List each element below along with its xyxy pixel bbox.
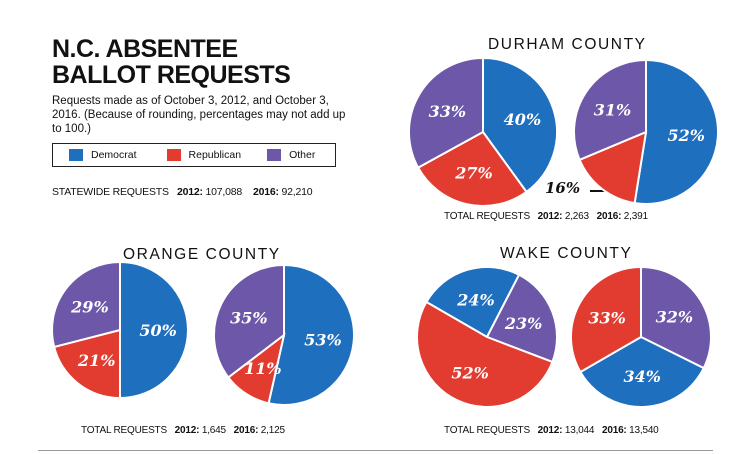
wake-2016-label: 2016: bbox=[601, 425, 627, 436]
legend-item-republican: Republican bbox=[166, 149, 242, 161]
pie-slice-durham-county-2016-other bbox=[573, 58, 647, 162]
durham-2012-label: 2012: bbox=[537, 211, 563, 222]
pie-label-wake-county-2012-republican: 52% bbox=[451, 363, 488, 382]
wake-2016-value: 13,540 bbox=[629, 425, 659, 436]
pie-label-durham-county-2012-other: 33% bbox=[429, 102, 466, 121]
durham-2012-value: 2,263 bbox=[564, 211, 589, 222]
pie-label-durham-county-2016-other: 31% bbox=[594, 101, 631, 120]
legend-item-democrat: Democrat bbox=[69, 149, 137, 161]
subtitle: Requests made as of October 3, 2012, and… bbox=[52, 95, 346, 135]
pie-label-orange-county-2016-republican: 11% bbox=[244, 359, 281, 378]
statewide-2016-label: 2016: bbox=[252, 186, 279, 198]
pie-label-wake-county-2012-democrat: 24% bbox=[456, 290, 494, 309]
pie-label-wake-county-2016-republican: 33% bbox=[588, 308, 625, 327]
orange-title: ORANGE COUNTY bbox=[123, 246, 281, 263]
orange-2012-label: 2012: bbox=[174, 425, 200, 436]
pie-slice-orange-county-2012-other bbox=[51, 260, 121, 349]
pie-slice-orange-county-2012-democrat bbox=[119, 260, 189, 400]
legend: Democrat Republican Other bbox=[52, 143, 336, 167]
bottom-rule bbox=[38, 450, 713, 451]
statewide-2016-value: 92,210 bbox=[281, 186, 313, 198]
pie-slice-wake-county-2016-republican bbox=[570, 265, 642, 374]
pie-label-durham-county-2012-republican: 27% bbox=[454, 163, 492, 182]
statewide-2012-value: 107,088 bbox=[205, 186, 243, 198]
wake-2012-label: 2012: bbox=[537, 425, 563, 436]
statewide-label: STATEWIDE REQUESTS bbox=[52, 186, 169, 198]
wake-totals: TOTAL REQUESTS 2012: 13,044 2016: 13,540 bbox=[444, 425, 659, 436]
statewide-requests: STATEWIDE REQUESTS 2012: 107,088 2016: 9… bbox=[52, 186, 313, 198]
legend-swatch-republican bbox=[166, 149, 181, 161]
callout-line bbox=[590, 190, 612, 192]
pie-label-orange-county-2012-other: 29% bbox=[70, 298, 108, 317]
pie-label-orange-county-2016-other: 35% bbox=[230, 309, 267, 328]
durham-2016-republican-callout: 16% bbox=[545, 179, 581, 197]
durham-2016-value: 2,391 bbox=[623, 211, 648, 222]
pie-label-orange-county-2012-republican: 21% bbox=[77, 351, 115, 370]
pie-label-wake-county-2012-other: 23% bbox=[504, 314, 542, 333]
orange-2016-value: 2,125 bbox=[260, 425, 285, 436]
orange-totals-label: TOTAL REQUESTS bbox=[81, 425, 167, 436]
pie-slice-wake-county-2012-other bbox=[485, 273, 558, 364]
orange-totals: TOTAL REQUESTS 2012: 1,645 2016: 2,125 bbox=[81, 425, 285, 436]
orange-2016-label: 2016: bbox=[233, 425, 259, 436]
orange-2012-value: 1,645 bbox=[201, 425, 226, 436]
pie-label-wake-county-2016-democrat: 34% bbox=[624, 367, 661, 386]
legend-swatch-democrat bbox=[69, 149, 83, 161]
title-line-1: N.C. ABSENTEE bbox=[52, 35, 238, 63]
legend-label-republican: Republican bbox=[188, 149, 242, 161]
wake-totals-label: TOTAL REQUESTS bbox=[444, 425, 530, 436]
pie-label-wake-county-2016-other: 32% bbox=[656, 307, 693, 326]
durham-totals-label: TOTAL REQUESTS bbox=[444, 211, 530, 222]
pie-slice-durham-county-2012-other bbox=[408, 56, 484, 170]
legend-label-democrat: Democrat bbox=[91, 149, 137, 161]
legend-item-other: Other bbox=[267, 149, 315, 161]
pie-label-orange-county-2012-democrat: 50% bbox=[139, 321, 176, 340]
pie-slice-durham-county-2016-democrat bbox=[633, 58, 719, 205]
pie-label-durham-county-2012-democrat: 40% bbox=[504, 110, 541, 129]
pie-slice-orange-county-2012-republican bbox=[52, 328, 121, 400]
pie-label-durham-county-2016-democrat: 52% bbox=[667, 126, 704, 145]
pie-slice-durham-county-2012-democrat bbox=[482, 56, 558, 194]
legend-swatch-other bbox=[267, 149, 282, 161]
pie-slice-wake-county-2016-other bbox=[640, 265, 712, 370]
pie-label-orange-county-2016-democrat: 53% bbox=[304, 330, 341, 349]
durham-totals: TOTAL REQUESTS 2012: 2,263 2016: 2,391 bbox=[444, 211, 648, 222]
pie-slice-orange-county-2016-other bbox=[213, 263, 285, 379]
pie-slice-orange-county-2016-democrat bbox=[267, 263, 355, 406]
pie-slice-durham-county-2016-republican bbox=[578, 130, 648, 205]
page-title: N.C. ABSENTEE BALLOT REQUESTS bbox=[52, 35, 291, 89]
pie-slice-wake-county-2012-republican bbox=[416, 300, 554, 408]
title-line-2: BALLOT REQUESTS bbox=[52, 61, 291, 89]
pie-slice-durham-county-2012-republican bbox=[416, 130, 528, 207]
durham-title: DURHAM COUNTY bbox=[488, 36, 647, 53]
wake-2012-value: 13,044 bbox=[564, 425, 595, 436]
wake-title: WAKE COUNTY bbox=[500, 245, 633, 262]
durham-2016-label: 2016: bbox=[596, 211, 622, 222]
statewide-2012-label: 2012: bbox=[176, 186, 203, 198]
legend-label-other: Other bbox=[289, 149, 316, 161]
